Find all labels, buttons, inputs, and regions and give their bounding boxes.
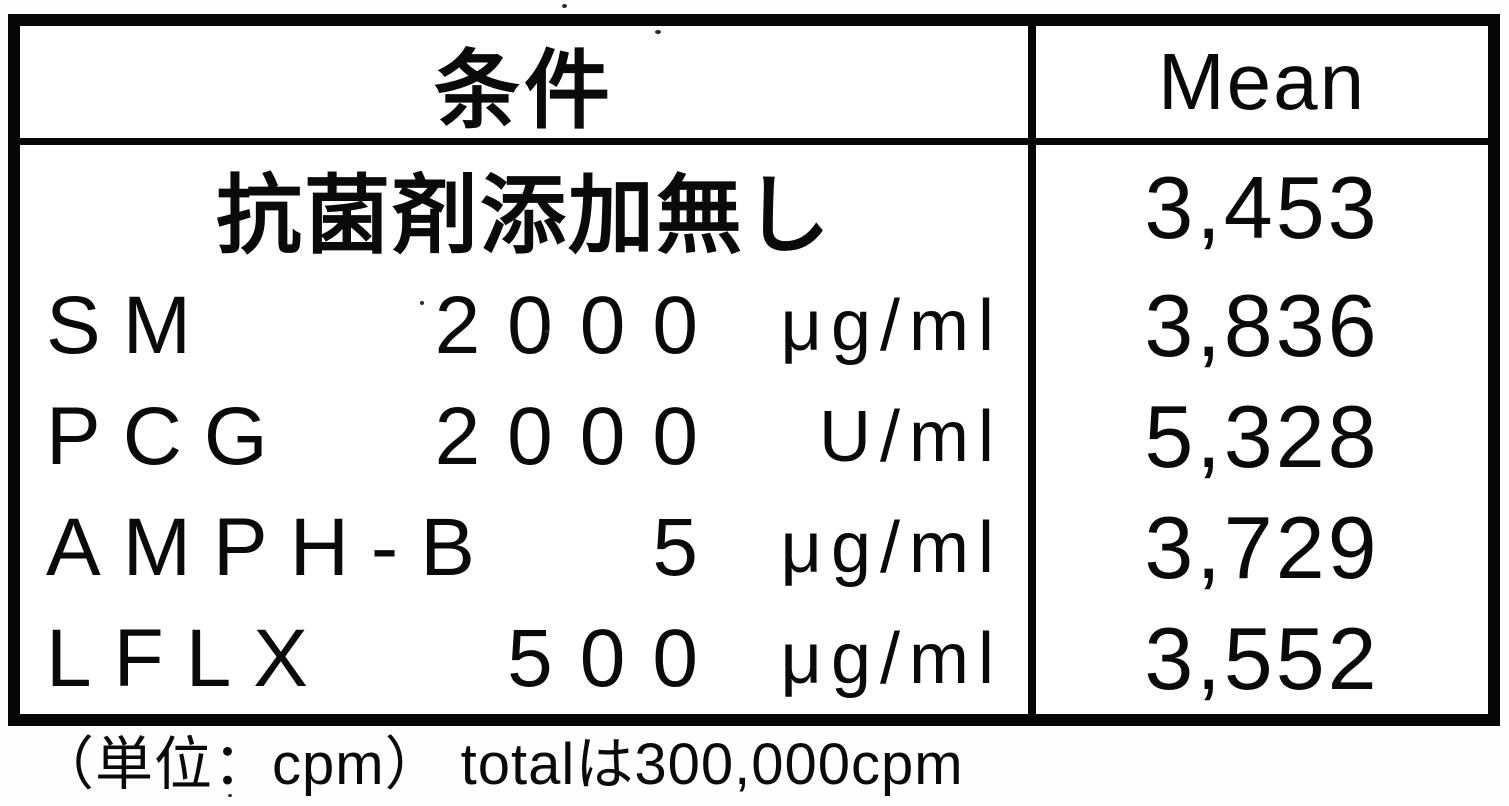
table-row-mean-pcg: 5,328 (1028, 381, 1488, 492)
dose-unit: μg/ml (780, 507, 1003, 588)
dose-value: 2000 (434, 390, 725, 482)
scan-speckle (545, 330, 549, 333)
mean-value: 3,453 (1144, 157, 1380, 257)
mean-value: 3,729 (1144, 497, 1380, 597)
table-row-condition-pcg: PCG 2000 U/ml (20, 381, 1028, 492)
scan-speckle (420, 301, 424, 305)
dose-value: 5 (652, 501, 725, 593)
table-row-condition-lflx: LFLX 500 μg/ml (20, 603, 1028, 714)
drug-name: SM (46, 279, 213, 371)
condition-column-header: 条件 (434, 42, 614, 139)
mean-value: 3,552 (1144, 608, 1380, 708)
table-row-condition-sm: SM 2000 μg/ml (20, 270, 1028, 381)
scan-speckle (562, 4, 567, 8)
dose-unit: U/ml (819, 396, 1003, 477)
mean-column-header: Mean (1157, 37, 1367, 126)
table-row-condition-amph-b: AMPH-B 5 μg/ml (20, 492, 1028, 603)
mean-value: 5,328 (1144, 386, 1380, 486)
dose-value: 2000 (434, 279, 725, 371)
scan-speckle (655, 30, 661, 34)
table-row-mean-sm: 3,836 (1028, 270, 1488, 381)
drug-name: LFLX (46, 612, 330, 704)
table-row-mean-no-antibiotic: 3,453 (1028, 145, 1488, 270)
header-cell-mean: Mean (1028, 26, 1488, 145)
drug-name: AMPH-B (46, 501, 497, 593)
table-row-condition-no-antibiotic: 抗菌剤添加無し (20, 145, 1028, 270)
conditions-mean-table: 条件 Mean 抗菌剤添加無し 3,453 SM 2000 μg/ml 3,83… (8, 14, 1500, 726)
scan-speckle (228, 794, 232, 797)
table-footnote: （単位：cpm） totalは300,000cpm (36, 732, 964, 797)
scan-speckle (1247, 297, 1250, 300)
drug-name: PCG (46, 390, 290, 482)
header-cell-condition: 条件 (20, 26, 1028, 145)
dose-unit: μg/ml (780, 618, 1003, 699)
table-row-mean-lflx: 3,552 (1028, 603, 1488, 714)
condition-text: 抗菌剤添加無し (216, 168, 832, 264)
table-row-mean-amph-b: 3,729 (1028, 492, 1488, 603)
dose-value: 500 (507, 612, 725, 704)
mean-value: 3,836 (1144, 275, 1380, 375)
dose-unit: μg/ml (780, 285, 1003, 366)
